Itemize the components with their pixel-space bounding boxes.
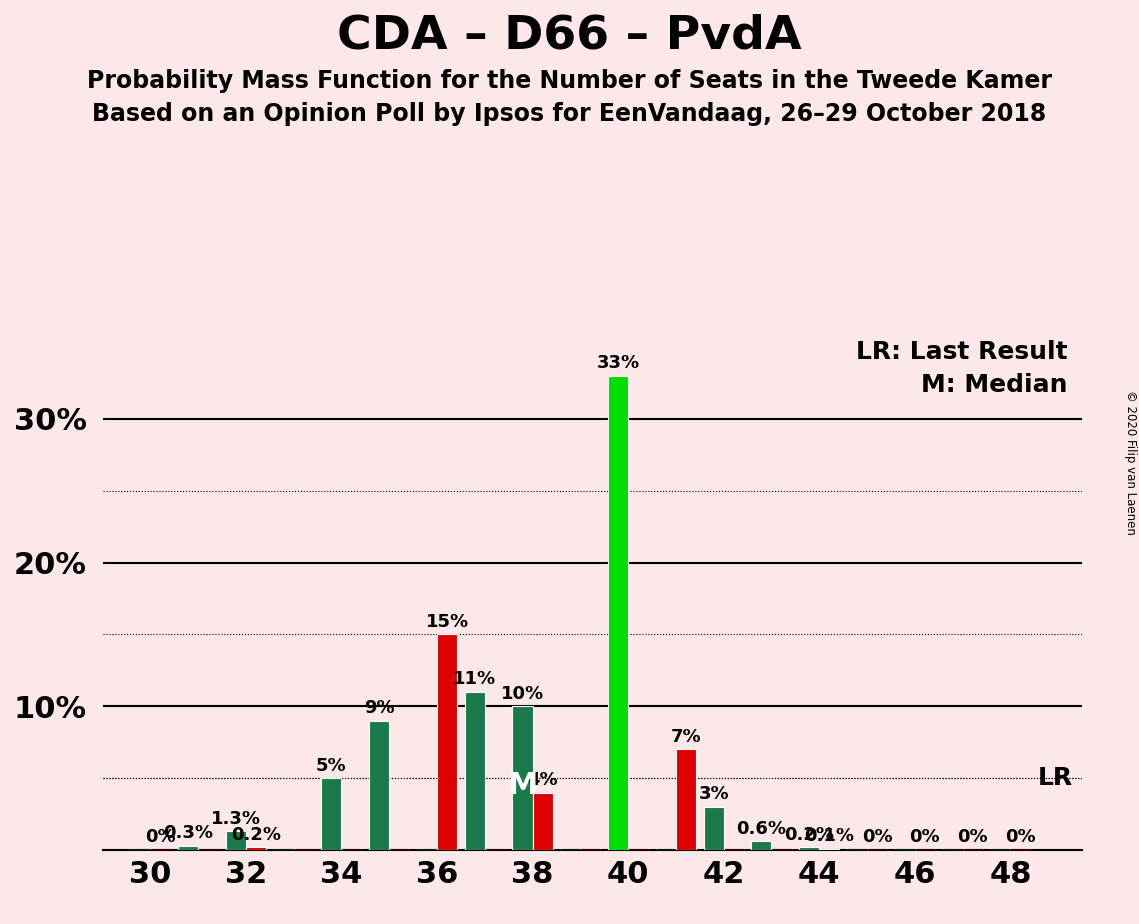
Text: 0%: 0% xyxy=(1005,829,1035,846)
Text: CDA – D66 – PvdA: CDA – D66 – PvdA xyxy=(337,14,802,59)
Bar xyxy=(178,845,198,850)
Text: M: Median: M: Median xyxy=(921,373,1067,397)
Bar xyxy=(581,848,600,850)
Text: 33%: 33% xyxy=(597,354,640,372)
Bar xyxy=(294,848,313,850)
Text: Probability Mass Function for the Number of Seats in the Tweede Kamer: Probability Mass Function for the Number… xyxy=(87,69,1052,93)
Text: 4%: 4% xyxy=(527,771,558,789)
Bar xyxy=(628,848,648,850)
Bar xyxy=(150,848,171,850)
Bar xyxy=(656,848,675,850)
Bar xyxy=(608,376,628,850)
Text: LR: Last Result: LR: Last Result xyxy=(857,340,1067,364)
Bar xyxy=(990,848,1010,850)
Bar xyxy=(800,847,819,850)
Bar xyxy=(533,793,552,850)
Text: 3%: 3% xyxy=(698,785,729,803)
Text: M: M xyxy=(507,771,538,800)
Bar xyxy=(943,848,962,850)
Text: 0.2%: 0.2% xyxy=(785,826,834,844)
Bar xyxy=(273,848,294,850)
Bar xyxy=(752,842,771,850)
Text: 0.3%: 0.3% xyxy=(163,824,213,842)
Bar xyxy=(962,848,983,850)
Bar xyxy=(704,807,723,850)
Text: 0%: 0% xyxy=(910,829,940,846)
Text: 0%: 0% xyxy=(862,829,892,846)
Bar xyxy=(342,848,361,850)
Bar xyxy=(895,848,915,850)
Text: Based on an Opinion Poll by Ipsos for EenVandaag, 26–29 October 2018: Based on an Opinion Poll by Ipsos for Ee… xyxy=(92,102,1047,126)
Bar xyxy=(390,848,409,850)
Bar xyxy=(465,692,485,850)
Bar xyxy=(369,721,390,850)
Bar xyxy=(437,635,457,850)
Text: LR: LR xyxy=(1038,766,1073,790)
Text: 5%: 5% xyxy=(317,757,346,774)
Bar xyxy=(560,848,581,850)
Bar xyxy=(675,749,696,850)
Text: 9%: 9% xyxy=(363,699,394,717)
Text: 0.1%: 0.1% xyxy=(804,827,854,845)
Bar xyxy=(915,848,935,850)
Bar xyxy=(847,848,867,850)
Text: 0%: 0% xyxy=(145,829,175,846)
Text: 0%: 0% xyxy=(957,829,988,846)
Text: 0.6%: 0.6% xyxy=(737,820,786,838)
Bar xyxy=(321,778,342,850)
Text: 11%: 11% xyxy=(453,671,497,688)
Text: 0.2%: 0.2% xyxy=(231,826,281,844)
Text: 1.3%: 1.3% xyxy=(211,809,261,828)
Bar xyxy=(1010,848,1031,850)
Bar xyxy=(226,832,246,850)
Bar xyxy=(198,848,219,850)
Text: 10%: 10% xyxy=(501,685,544,703)
Bar xyxy=(485,848,505,850)
Bar xyxy=(130,848,150,850)
Bar xyxy=(513,706,533,850)
Bar xyxy=(819,848,839,850)
Text: © 2020 Filip van Laenen: © 2020 Filip van Laenen xyxy=(1124,390,1137,534)
Bar xyxy=(417,848,437,850)
Text: 15%: 15% xyxy=(426,613,468,631)
Text: 7%: 7% xyxy=(671,728,702,746)
Bar xyxy=(771,848,792,850)
Bar xyxy=(723,848,744,850)
Bar xyxy=(867,848,887,850)
Bar xyxy=(246,847,265,850)
